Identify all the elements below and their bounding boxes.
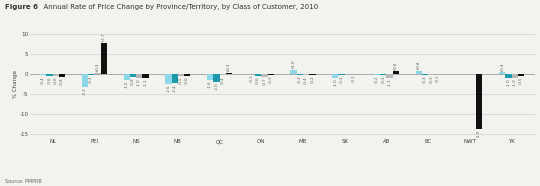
Text: -0.2: -0.2 bbox=[89, 75, 93, 83]
Text: Source: PMPRB: Source: PMPRB bbox=[5, 179, 42, 184]
Bar bbox=[88, 74, 94, 75]
Bar bbox=[184, 74, 190, 76]
Bar bbox=[332, 74, 339, 78]
Text: -0.1: -0.1 bbox=[250, 75, 254, 82]
Bar bbox=[380, 74, 387, 75]
Text: -0.4: -0.4 bbox=[304, 76, 308, 84]
Y-axis label: % Change: % Change bbox=[13, 70, 18, 98]
Text: +0.3: +0.3 bbox=[227, 62, 231, 72]
Text: -2.0: -2.0 bbox=[214, 82, 218, 90]
Text: -1.0: -1.0 bbox=[333, 78, 338, 86]
Text: -0.2: -0.2 bbox=[310, 75, 314, 83]
Text: +7.7: +7.7 bbox=[102, 33, 106, 42]
Text: -0.6: -0.6 bbox=[185, 77, 189, 84]
Text: -0.4: -0.4 bbox=[41, 76, 45, 84]
Bar bbox=[505, 74, 512, 78]
Bar bbox=[220, 74, 226, 75]
Bar bbox=[309, 74, 315, 75]
Text: -1.5: -1.5 bbox=[125, 80, 129, 88]
Bar bbox=[59, 74, 65, 77]
Bar bbox=[124, 74, 130, 80]
Bar bbox=[393, 71, 399, 74]
Bar bbox=[339, 74, 345, 75]
Text: -0.2: -0.2 bbox=[340, 75, 343, 83]
Bar bbox=[82, 74, 88, 87]
Bar bbox=[428, 74, 435, 75]
Bar bbox=[267, 74, 274, 75]
Bar bbox=[422, 74, 428, 75]
Text: -2.4: -2.4 bbox=[173, 84, 177, 92]
Text: -1.0: -1.0 bbox=[507, 78, 510, 86]
Text: +0.8: +0.8 bbox=[417, 60, 421, 70]
Bar bbox=[226, 73, 232, 74]
Bar bbox=[297, 74, 303, 75]
Text: Figure 6: Figure 6 bbox=[5, 4, 38, 10]
Bar bbox=[416, 70, 422, 74]
Text: -1.6: -1.6 bbox=[208, 81, 212, 88]
Text: -0.5: -0.5 bbox=[519, 76, 523, 84]
Bar bbox=[172, 74, 178, 83]
Bar bbox=[40, 74, 46, 75]
Text: +0.4: +0.4 bbox=[500, 62, 504, 71]
Bar bbox=[303, 74, 309, 75]
Text: -0.3: -0.3 bbox=[298, 76, 302, 83]
Bar bbox=[374, 74, 380, 75]
Text: -0.3: -0.3 bbox=[429, 76, 433, 83]
Bar bbox=[136, 74, 143, 78]
Bar bbox=[165, 74, 172, 84]
Bar bbox=[178, 74, 184, 76]
Text: -0.4: -0.4 bbox=[221, 76, 225, 84]
Bar bbox=[291, 70, 297, 74]
Text: -0.2: -0.2 bbox=[375, 75, 379, 83]
Bar bbox=[213, 74, 220, 82]
Text: +1.0: +1.0 bbox=[292, 60, 295, 69]
Bar bbox=[387, 74, 393, 78]
Text: -0.3: -0.3 bbox=[269, 76, 273, 83]
Text: -0.5: -0.5 bbox=[179, 76, 183, 84]
Text: -0.2: -0.2 bbox=[381, 75, 386, 83]
Text: -13.9: -13.9 bbox=[477, 130, 481, 140]
Bar bbox=[261, 74, 267, 76]
Bar bbox=[94, 73, 100, 74]
Text: -0.6: -0.6 bbox=[256, 77, 260, 84]
Bar bbox=[46, 74, 53, 76]
Text: -0.8: -0.8 bbox=[131, 78, 135, 85]
Text: -0.6: -0.6 bbox=[48, 77, 51, 84]
Bar bbox=[518, 74, 524, 76]
Text: -0.8: -0.8 bbox=[60, 78, 64, 85]
Text: Annual Rate of Price Change by Province/Territory, by Class of Customer, 2010: Annual Rate of Price Change by Province/… bbox=[39, 4, 318, 10]
Text: -1.1: -1.1 bbox=[388, 79, 392, 86]
Bar bbox=[476, 74, 482, 129]
Text: -0.3: -0.3 bbox=[423, 76, 427, 83]
Text: +0.3: +0.3 bbox=[96, 62, 99, 72]
Bar bbox=[130, 74, 136, 77]
Bar bbox=[499, 72, 505, 74]
Bar bbox=[255, 74, 261, 76]
Text: -2.6: -2.6 bbox=[166, 85, 171, 92]
Text: -0.1: -0.1 bbox=[352, 75, 356, 82]
Bar bbox=[100, 43, 107, 74]
Text: +0.6: +0.6 bbox=[394, 61, 398, 71]
Bar bbox=[143, 74, 148, 78]
Text: -1.0: -1.0 bbox=[137, 78, 141, 86]
Text: -1.0: -1.0 bbox=[513, 78, 517, 86]
Bar bbox=[207, 74, 213, 80]
Text: -3.3: -3.3 bbox=[83, 87, 87, 95]
Text: -0.7: -0.7 bbox=[262, 77, 266, 85]
Text: -0.1: -0.1 bbox=[436, 75, 440, 82]
Text: -0.6: -0.6 bbox=[54, 77, 58, 84]
Bar bbox=[53, 74, 59, 76]
Text: -1.1: -1.1 bbox=[144, 79, 147, 86]
Bar bbox=[512, 74, 518, 78]
